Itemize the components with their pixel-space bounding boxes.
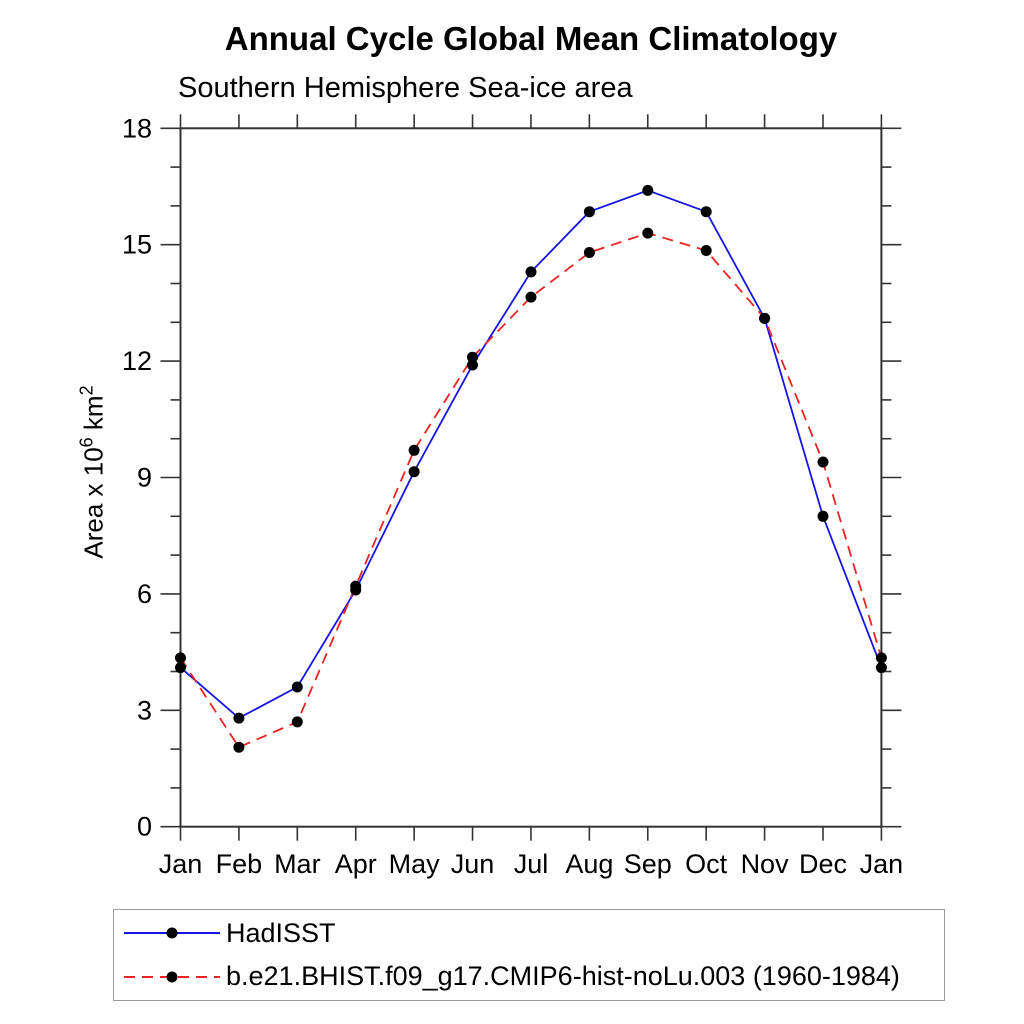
data-point: [467, 359, 478, 371]
y-tick-label: 15: [122, 230, 152, 260]
data-point: [525, 266, 537, 278]
data-point: [700, 245, 712, 256]
x-tick-label: Dec: [799, 849, 847, 879]
x-tick-label: Feb: [216, 849, 263, 879]
data-point: [817, 510, 829, 522]
data-point: [233, 741, 245, 753]
axis-tick-labels: Jan Feb Mar Apr May Jun Jul Aug Sep Oct Nov Dec Jan0…: [122, 113, 903, 879]
x-tick-label: Mar: [274, 849, 321, 879]
data-point: [875, 662, 887, 674]
data-point: [583, 206, 595, 218]
data-point: [759, 312, 771, 324]
chart-subtitle: Southern Hemisphere Sea-ice area: [178, 72, 633, 104]
series-line-1: [179, 232, 883, 749]
x-tick-label: Aug: [565, 849, 613, 879]
y-tick-label: 12: [122, 346, 152, 376]
x-tick-label: Jun: [451, 849, 495, 879]
data-point: [175, 652, 186, 664]
legend-item-model: b.e21.BHIST.f09_g17.CMIP6-hist-noLu.003 …: [114, 957, 944, 997]
data-point: [408, 444, 420, 456]
y-tick-label: 3: [137, 695, 152, 725]
solid-line-marker-icon: [124, 927, 220, 939]
x-tick-label: Jul: [514, 849, 549, 879]
x-tick-label: Nov: [741, 849, 790, 879]
series-markers-0: [175, 184, 887, 724]
data-point: [642, 184, 654, 196]
y-tick-label: 0: [137, 812, 152, 842]
chart-title: Annual Cycle Global Mean Climatology: [224, 20, 838, 57]
axis-ticks: [160, 114, 902, 841]
legend-label-hadisst: HadISST: [226, 917, 336, 948]
x-tick-label: Oct: [685, 849, 728, 879]
data-point: [175, 662, 186, 674]
data-point: [233, 712, 245, 724]
x-tick-label: Jan: [159, 849, 203, 879]
plot-frame: [179, 127, 883, 828]
y-tick-label: 9: [137, 463, 152, 493]
legend-item-hadisst: HadISST: [114, 913, 944, 953]
legend-label-model: b.e21.BHIST.f09_g17.CMIP6-hist-noLu.003 …: [226, 961, 900, 992]
legend: HadISST b.e21.BHIST.f09_g17.CMIP6-hist-n…: [113, 909, 945, 1001]
data-point: [817, 456, 829, 468]
x-tick-label: Apr: [335, 849, 377, 879]
y-tick-label: 18: [122, 113, 152, 143]
data-point: [467, 351, 478, 363]
data-point: [350, 580, 362, 592]
data-point: [525, 291, 537, 303]
data-point: [291, 716, 303, 728]
data-point: [875, 652, 887, 664]
legend-dot-icon: [166, 927, 178, 939]
data-point: [408, 466, 420, 478]
x-tick-label: May: [389, 849, 441, 879]
data-point: [700, 206, 712, 218]
x-tick-label: Jan: [860, 849, 904, 879]
dashed-line-marker-icon: [124, 971, 220, 983]
series-markers-1: [175, 227, 887, 753]
data-point: [583, 247, 595, 258]
legend-dot-icon: [166, 971, 178, 983]
data-point: [642, 227, 654, 239]
data-point: [291, 681, 303, 693]
y-tick-label: 6: [137, 579, 152, 609]
x-tick-label: Sep: [624, 849, 672, 879]
